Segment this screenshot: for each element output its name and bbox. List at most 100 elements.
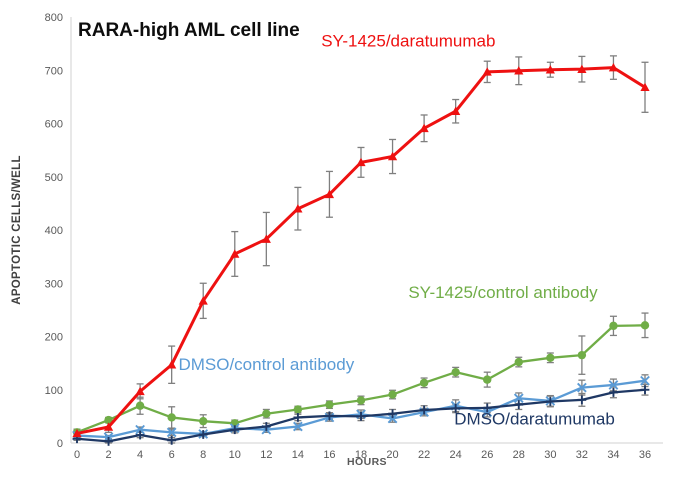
data-point-marker: [199, 416, 208, 426]
data-point-marker: [640, 82, 650, 92]
data-point-marker: [388, 390, 397, 399]
x-tick-label: 18: [355, 449, 367, 461]
data-point-marker: [72, 428, 82, 438]
error-bars-2: [73, 374, 649, 440]
data-point-marker: [640, 321, 650, 330]
x-tick-label: 14: [292, 449, 304, 461]
x-tick-label: 32: [576, 449, 588, 461]
x-axis-label: HOURS: [347, 456, 387, 468]
series-3: [72, 385, 650, 446]
data-point-marker: [451, 106, 461, 116]
data-point-marker: [388, 409, 397, 419]
data-point-marker: [451, 403, 461, 413]
data-point-marker: [356, 157, 366, 167]
data-point-marker: [640, 375, 650, 386]
y-tick-label: 0: [57, 438, 63, 450]
data-point-marker: [419, 405, 429, 415]
x-tick-label: 4: [137, 449, 143, 461]
series-label-3: DMSO/daratumumab: [454, 409, 615, 428]
data-point-marker: [545, 397, 555, 406]
x-tick-label: 12: [260, 449, 272, 461]
data-point-marker: [198, 430, 208, 439]
y-tick-label: 100: [45, 385, 63, 397]
data-point-marker: [577, 395, 587, 405]
data-point-marker: [608, 62, 619, 72]
x-tick-label: 16: [323, 449, 335, 461]
data-point-marker: [104, 415, 113, 425]
error-bars-0: [73, 55, 649, 439]
x-tick-label: 22: [418, 449, 430, 461]
x-tick-label: 26: [481, 449, 493, 461]
x-tick-label: 30: [544, 449, 556, 461]
y-tick-label: 300: [45, 278, 63, 290]
data-point-marker: [167, 435, 177, 445]
data-point-marker: [608, 380, 619, 390]
data-point-marker: [482, 403, 492, 413]
data-point-marker: [324, 189, 335, 199]
data-point-marker: [356, 396, 366, 405]
data-point-marker: [545, 65, 555, 74]
y-axis-ticks: 0 100 200 300 400 500 600 700 800: [45, 12, 63, 450]
x-tick-label: 34: [607, 449, 619, 461]
data-point-marker: [451, 367, 460, 377]
data-point-marker: [609, 388, 618, 397]
data-point-marker: [262, 409, 271, 418]
data-point-marker: [293, 421, 303, 432]
series-label-0: SY-1425/daratumumab: [321, 31, 495, 50]
data-point-marker: [577, 350, 587, 360]
x-tick-label: 36: [639, 449, 651, 461]
x-tick-label: 8: [200, 449, 206, 461]
data-point-marker: [546, 353, 555, 362]
data-point-marker: [293, 204, 303, 213]
data-point-marker: [135, 424, 145, 435]
data-point-marker: [419, 378, 429, 388]
x-axis-ticks: 0 2 4 6 8 10 12 14 16 18 20 22 24 26 28 30 32 34 36: [74, 449, 651, 461]
x-tick-label: 20: [386, 449, 398, 461]
y-tick-label: 500: [45, 172, 63, 184]
x-tick-label: 6: [169, 449, 175, 461]
data-point-marker: [640, 385, 650, 395]
data-point-marker: [135, 401, 145, 410]
data-point-marker: [387, 151, 398, 161]
data-point-marker: [514, 400, 524, 410]
x-tick-label: 2: [105, 449, 111, 461]
data-point-marker: [419, 123, 429, 133]
data-point-marker: [325, 400, 334, 409]
data-point-marker: [513, 393, 524, 404]
y-tick-label: 200: [45, 332, 63, 344]
series-layer: [72, 55, 650, 446]
data-point-marker: [293, 405, 303, 414]
series-label-2: DMSO/control antibody: [178, 355, 354, 374]
data-point-marker: [514, 66, 524, 75]
data-point-marker: [135, 430, 145, 440]
data-point-marker: [356, 411, 366, 421]
chart-title: RARA-high AML cell line: [78, 20, 300, 41]
y-axis-label: APOPTOTIC CELLS/WELL: [11, 155, 23, 305]
data-point-marker: [104, 437, 113, 446]
data-point-marker: [261, 234, 271, 243]
series-line: [76, 66, 646, 435]
x-tick-label: 28: [513, 449, 525, 461]
data-point-marker: [261, 422, 271, 431]
data-point-marker: [103, 422, 114, 431]
data-point-marker: [387, 413, 398, 424]
data-point-marker: [167, 360, 177, 369]
data-point-marker: [230, 425, 240, 435]
data-point-marker: [609, 321, 618, 331]
data-point-marker: [325, 411, 334, 421]
x-tick-label: 0: [74, 449, 80, 461]
data-point-marker: [483, 375, 492, 384]
data-point-marker: [166, 427, 177, 438]
series-1: [72, 321, 650, 437]
data-point-marker: [135, 386, 145, 396]
data-point-marker: [198, 296, 208, 305]
y-tick-label: 600: [45, 119, 63, 131]
x-tick-label: 10: [229, 449, 241, 461]
y-tick-label: 800: [45, 12, 63, 24]
y-tick-label: 400: [45, 225, 63, 237]
series-label-1: SY-1425/control antibody: [408, 283, 598, 302]
data-point-marker: [482, 67, 492, 76]
data-point-marker: [577, 382, 587, 393]
series-annotations: SY-1425/daratumumab SY-1425/control antib…: [178, 31, 614, 428]
